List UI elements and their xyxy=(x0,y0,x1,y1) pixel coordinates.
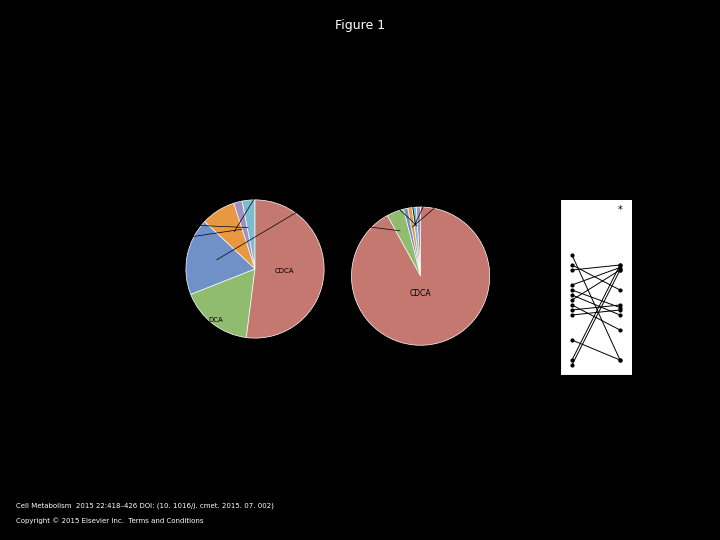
Wedge shape xyxy=(403,208,420,276)
Text: CA: CA xyxy=(412,174,475,227)
Wedge shape xyxy=(351,207,490,345)
Text: CDCA: CDCA xyxy=(410,289,431,298)
Wedge shape xyxy=(234,201,255,269)
Text: UDCA: UDCA xyxy=(397,164,416,225)
Y-axis label: Energy expenditure (kJ/min): Energy expenditure (kJ/min) xyxy=(536,250,541,325)
Text: Figure 1: Figure 1 xyxy=(335,19,385,32)
Text: LCA: LCA xyxy=(158,230,242,244)
Text: DCA: DCA xyxy=(208,317,223,323)
Wedge shape xyxy=(412,207,420,276)
Wedge shape xyxy=(416,207,420,276)
Text: Cell Metabolism  2015 22:418–426 DOI: (10. 1016/j. cmet. 2015. 07. 002): Cell Metabolism 2015 22:418–426 DOI: (10… xyxy=(16,502,274,509)
Text: *: * xyxy=(618,205,622,215)
Wedge shape xyxy=(186,222,255,294)
Wedge shape xyxy=(408,207,420,276)
Wedge shape xyxy=(387,209,420,276)
Text: LCA: LCA xyxy=(359,174,417,226)
Text: HCA: HCA xyxy=(414,164,449,226)
Text: CA: CA xyxy=(217,198,320,260)
Wedge shape xyxy=(191,269,255,338)
Text: DCA: DCA xyxy=(341,221,400,231)
Text: UDCA: UDCA xyxy=(158,221,248,227)
Text: C: C xyxy=(521,175,531,189)
Text: CDCA: CDCA xyxy=(274,268,294,274)
Wedge shape xyxy=(204,203,255,269)
Text: Copyright © 2015 Elsevier Inc.  Terms and Conditions: Copyright © 2015 Elsevier Inc. Terms and… xyxy=(16,517,203,524)
Text: B: B xyxy=(313,165,324,179)
Text: HCA: HCA xyxy=(234,188,266,232)
Text: A: A xyxy=(151,168,162,182)
Wedge shape xyxy=(246,200,324,338)
Wedge shape xyxy=(242,200,255,269)
